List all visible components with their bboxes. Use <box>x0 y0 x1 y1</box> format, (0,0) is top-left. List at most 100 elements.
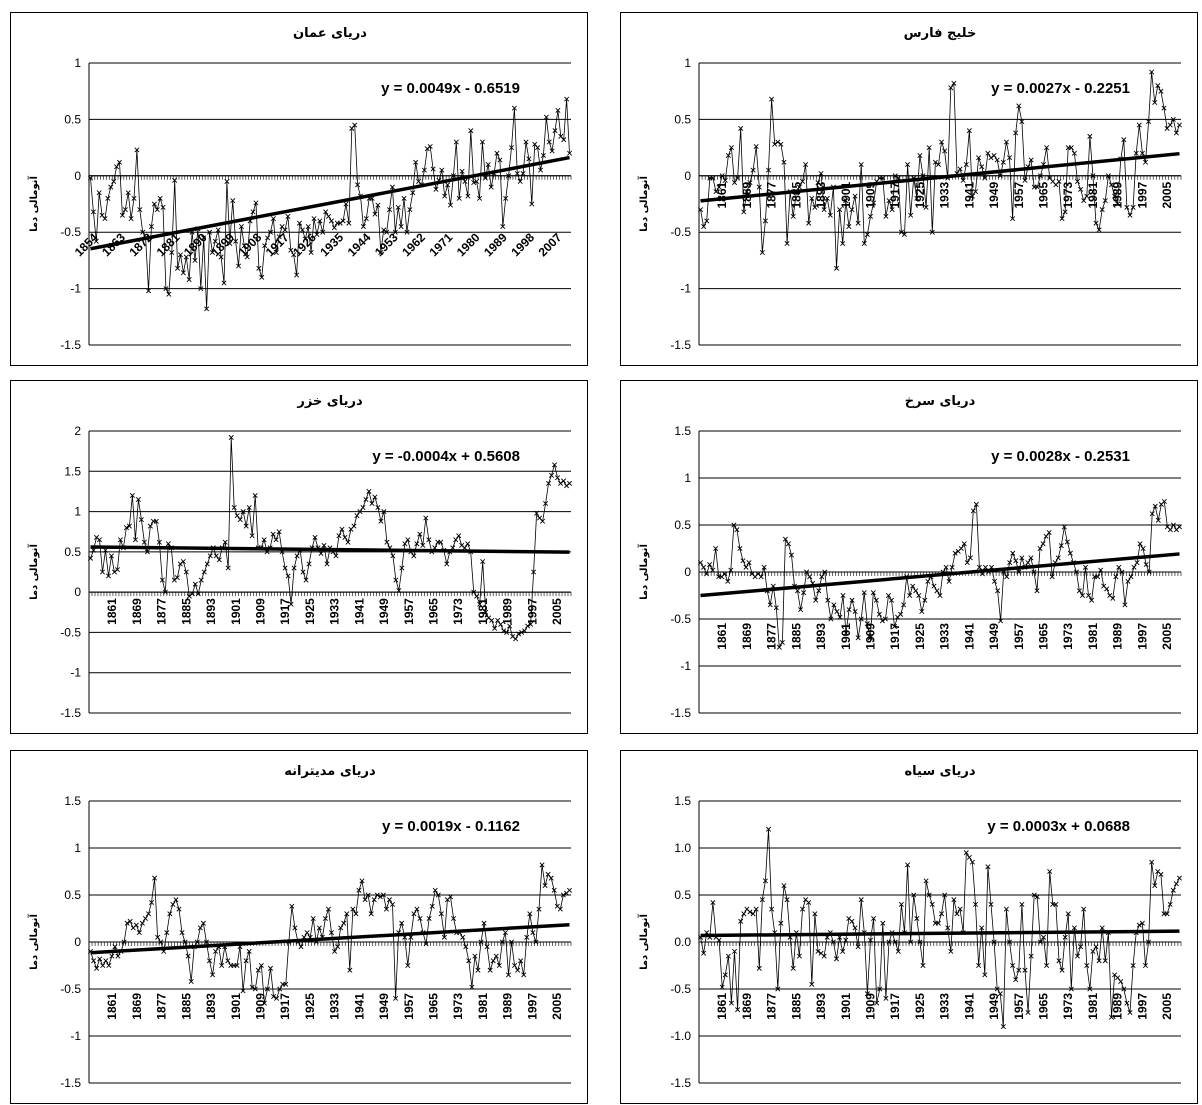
data-point <box>381 227 387 233</box>
data-point <box>970 508 976 514</box>
chart-svg-black-sea: 1.5 1.0 0.5 0.0 -0.5 -1.0 -1.5 1861 1869 1877 1885… <box>637 764 1182 1090</box>
data-point <box>111 178 117 184</box>
data-point <box>892 173 898 179</box>
data-point <box>560 478 567 484</box>
data-point <box>567 150 573 156</box>
data-point <box>518 958 524 964</box>
data-point <box>109 953 115 959</box>
data-point <box>816 588 822 594</box>
data-point <box>160 204 166 210</box>
data-point <box>788 552 794 558</box>
data-point <box>1099 925 1105 931</box>
data-point <box>163 286 169 292</box>
data-point <box>520 171 526 177</box>
data-point <box>1007 560 1013 566</box>
data-point <box>206 958 213 964</box>
data-point <box>867 635 873 641</box>
data-point <box>931 583 937 589</box>
data-point <box>540 518 546 524</box>
x-tick-label: 1998 <box>508 230 537 259</box>
data-point <box>276 529 282 535</box>
data-point <box>365 892 371 898</box>
data-point <box>1118 978 1124 984</box>
data-point <box>1044 145 1050 151</box>
data-point <box>1136 122 1142 128</box>
x-tick-label: 1885 <box>789 993 803 1020</box>
data-point <box>174 575 180 581</box>
data-point <box>963 162 969 168</box>
x-tick-label: 1893 <box>204 598 218 625</box>
data-point <box>871 915 877 922</box>
data-point <box>1037 545 1043 552</box>
data-point <box>282 227 288 233</box>
data-point <box>552 128 558 134</box>
data-point <box>492 625 498 631</box>
x-tick-label: 1973 <box>451 993 465 1020</box>
data-point <box>1104 586 1110 592</box>
data-point <box>790 213 796 219</box>
data-point <box>1146 939 1152 945</box>
data-point <box>837 207 843 213</box>
data-point <box>176 906 182 912</box>
data-point <box>1028 157 1034 163</box>
data-point <box>427 143 433 149</box>
data-point <box>238 224 244 230</box>
data-point <box>261 537 267 543</box>
data-point <box>539 862 545 868</box>
data-point <box>441 934 447 940</box>
data-point <box>363 496 369 503</box>
data-point <box>895 948 901 954</box>
data-point <box>1082 564 1089 570</box>
data-point <box>97 956 103 962</box>
data-point <box>417 915 423 922</box>
series-line <box>90 864 570 1004</box>
data-point <box>969 859 975 865</box>
data-point <box>411 553 417 559</box>
data-point <box>807 574 813 580</box>
y-tick-label: -1.5 <box>60 338 81 352</box>
data-point <box>1010 962 1016 969</box>
data-point <box>337 220 343 226</box>
x-tick-label: 2005 <box>550 993 564 1020</box>
data-point <box>1013 977 1019 983</box>
data-point <box>719 173 725 179</box>
data-point <box>159 577 165 583</box>
data-point <box>1134 560 1140 566</box>
data-point <box>533 939 539 945</box>
data-point <box>1149 859 1155 865</box>
data-point <box>186 277 192 283</box>
data-point <box>1034 588 1040 594</box>
data-point <box>1110 595 1116 601</box>
data-point <box>883 995 889 1001</box>
data-point <box>502 930 508 936</box>
data-point <box>803 162 809 168</box>
y-tick-label: -0.5 <box>670 982 691 996</box>
chart-svg-red-sea: 1.5 1 0.5 0 -0.5 -1 -1.5 1861 1869 1877 1885 1893 19… <box>637 394 1183 720</box>
data-point <box>234 513 240 519</box>
data-point <box>769 906 775 912</box>
data-point <box>511 105 517 111</box>
data-point <box>93 238 99 244</box>
data-point <box>1043 533 1049 539</box>
x-tick-label: 2005 <box>550 598 564 625</box>
data-point <box>991 939 997 945</box>
data-point <box>288 247 294 253</box>
data-point <box>481 920 487 926</box>
y-tick-label: -1 <box>70 666 81 680</box>
x-tick-label: 1893 <box>814 623 828 650</box>
x-tick-label: 1925 <box>303 993 317 1020</box>
data-point <box>960 177 966 183</box>
x-tick-label: 1869 <box>740 623 754 650</box>
data-point <box>378 249 384 256</box>
x-tick-label: 1981 <box>1086 623 1100 650</box>
data-point <box>1105 173 1111 179</box>
data-point <box>828 616 834 622</box>
data-point <box>735 175 741 181</box>
data-point <box>343 201 349 207</box>
data-point <box>946 578 952 584</box>
data-point <box>1022 177 1028 183</box>
data-point <box>1176 122 1182 128</box>
data-point <box>935 162 941 168</box>
data-point <box>1025 560 1031 566</box>
data-point <box>189 591 195 597</box>
